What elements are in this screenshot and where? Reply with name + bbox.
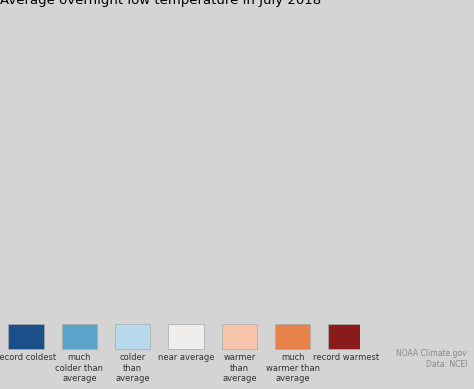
FancyBboxPatch shape <box>221 324 257 349</box>
FancyBboxPatch shape <box>115 324 151 349</box>
Text: record coldest: record coldest <box>0 353 56 363</box>
Text: much
warmer than
average: much warmer than average <box>266 353 319 383</box>
FancyBboxPatch shape <box>275 324 310 349</box>
Text: near average: near average <box>158 353 214 363</box>
Text: much
colder than
average: much colder than average <box>55 353 103 383</box>
Text: NOAA Climate.gov
Data: NCEI: NOAA Climate.gov Data: NCEI <box>396 349 467 369</box>
FancyBboxPatch shape <box>168 324 204 349</box>
Text: record warmest: record warmest <box>313 353 379 363</box>
FancyBboxPatch shape <box>328 324 364 349</box>
Text: warmer
than
average: warmer than average <box>222 353 257 383</box>
FancyBboxPatch shape <box>62 324 97 349</box>
Text: colder
than
average: colder than average <box>115 353 150 383</box>
FancyBboxPatch shape <box>8 324 44 349</box>
Text: Average overnight low temperature in July 2018: Average overnight low temperature in Jul… <box>0 0 321 7</box>
